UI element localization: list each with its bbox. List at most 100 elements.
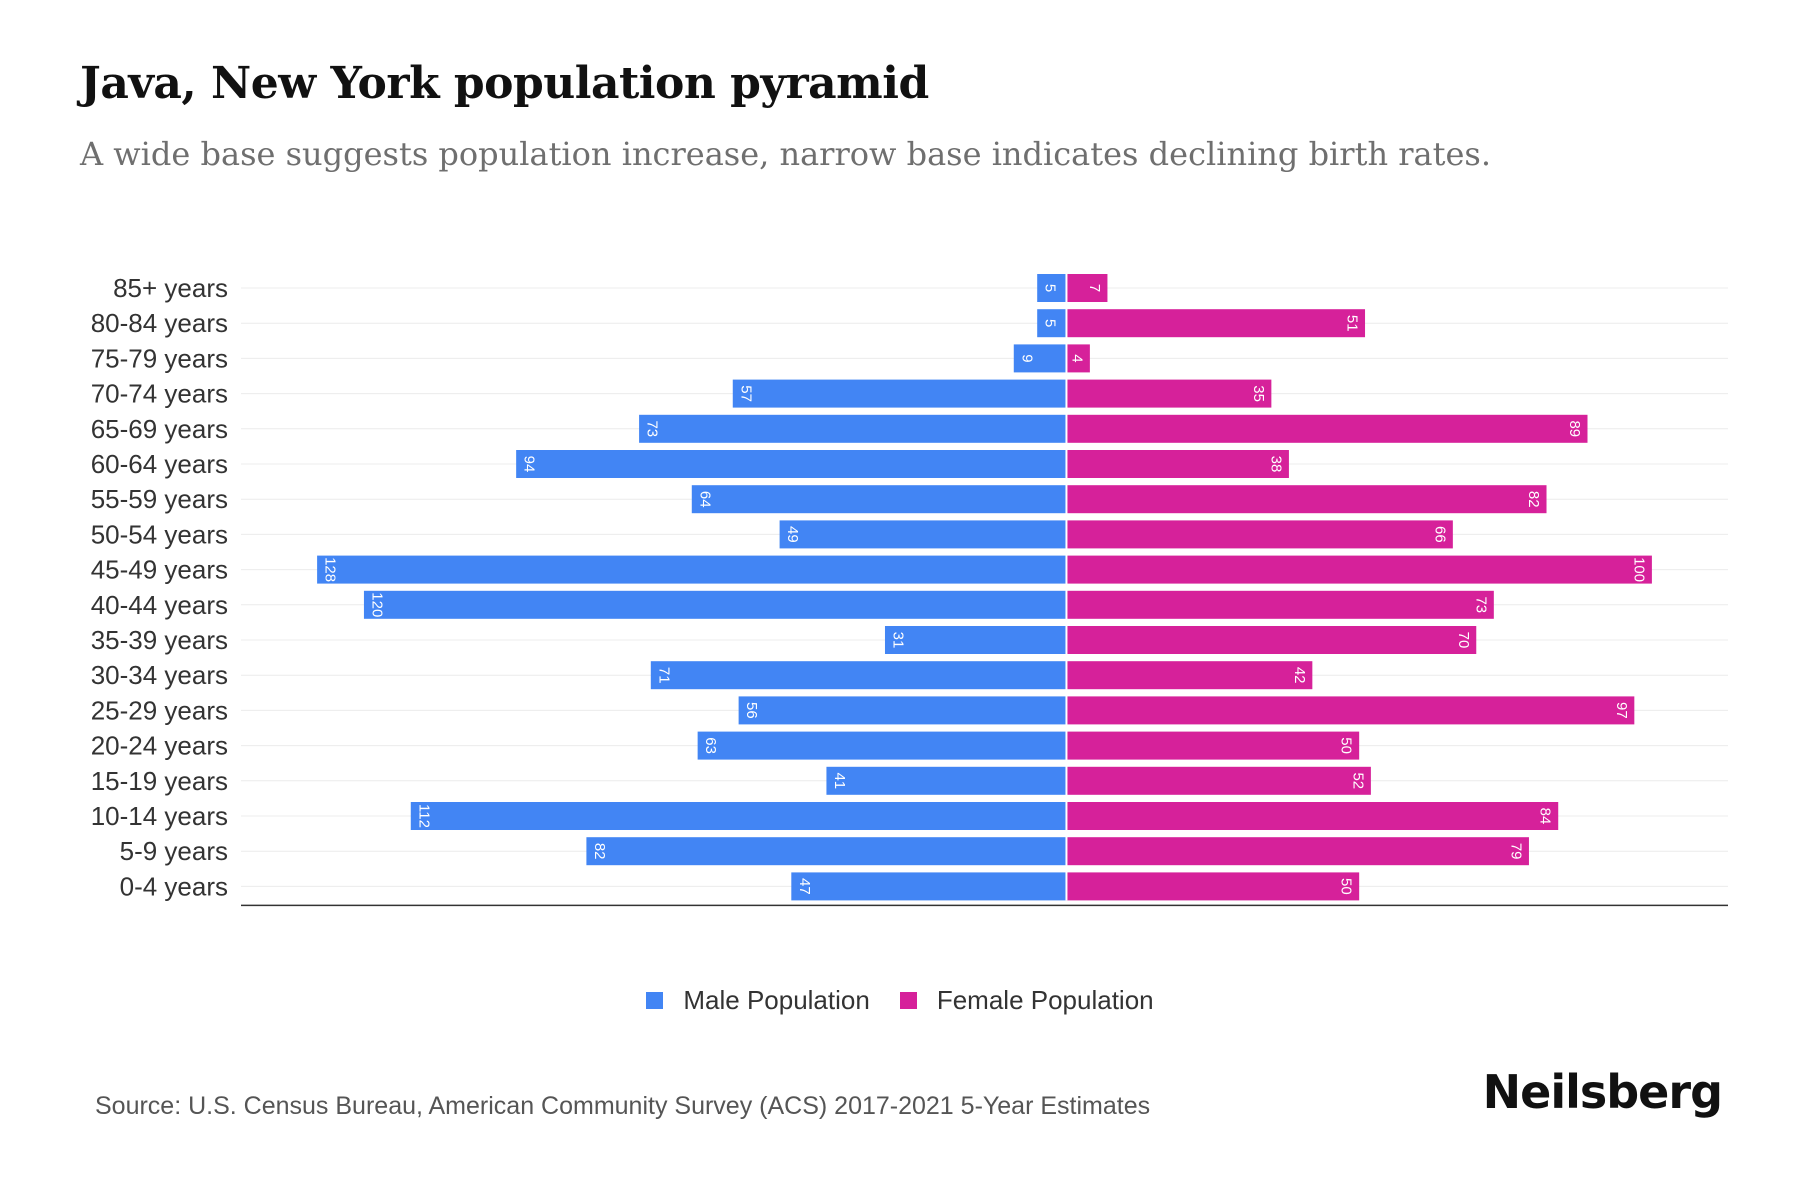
data-label-female-70-74-years: 35 [1250,385,1267,402]
data-label-male-20-24-years: 63 [702,737,719,754]
category-label-0-4-years: 0-4 years [120,871,228,901]
bar-female-30-34-years[interactable] [1066,661,1313,690]
bar-female-65-69-years[interactable] [1066,414,1588,443]
legend-swatch-female [899,992,917,1009]
category-label-65-69-years: 65-69 years [91,414,228,444]
bar-female-15-19-years[interactable] [1066,766,1371,795]
bar-female-50-54-years[interactable] [1066,520,1453,549]
data-label-male-60-64-years: 94 [521,456,538,473]
bar-female-45-49-years[interactable] [1066,555,1652,584]
data-label-female-80-84-years: 51 [1344,315,1361,332]
data-label-female-65-69-years: 89 [1566,420,1583,437]
grid-lines [241,287,1728,887]
bar-male-60-64-years[interactable] [516,450,1067,478]
bar-male-75-79-years[interactable] [1013,344,1067,373]
source-note: Source: U.S. Census Bureau, American Com… [95,1092,1151,1120]
bar-male-5-9-years[interactable] [586,837,1067,866]
data-label-female-35-39-years: 70 [1455,632,1472,649]
data-label-male-45-49-years: 128 [322,557,339,582]
bar-male-30-34-years[interactable] [650,661,1067,690]
category-label-15-19-years: 15-19 years [91,766,228,796]
legend-item-female[interactable]: Female Population [899,985,1154,1016]
data-label-female-5-9-years: 79 [1507,843,1524,860]
bar-male-40-44-years[interactable] [363,590,1067,619]
bar-female-85plus-years[interactable] [1066,274,1108,302]
data-label-male-35-39-years: 31 [889,632,906,649]
bar-male-25-29-years[interactable] [738,696,1067,725]
bar-female-75-79-years[interactable] [1066,344,1090,373]
data-label-male-75-79-years: 9 [1018,354,1035,362]
data-label-male-15-19-years: 41 [831,772,848,789]
bar-female-80-84-years[interactable] [1066,309,1366,338]
data-label-female-60-64-years: 38 [1267,456,1284,473]
bar-male-70-74-years[interactable] [732,379,1067,408]
category-label-5-9-years: 5-9 years [120,836,228,866]
data-label-male-25-29-years: 56 [743,702,760,719]
data-label-female-45-49-years: 100 [1630,557,1647,582]
bar-female-70-74-years[interactable] [1066,379,1272,408]
bar-male-55-59-years[interactable] [691,485,1067,514]
bar-male-20-24-years[interactable] [697,731,1067,760]
bar-male-65-69-years[interactable] [639,414,1067,443]
bar-female-60-64-years[interactable] [1066,450,1289,478]
data-label-female-85plus-years: 7 [1086,284,1103,292]
bar-female-25-29-years[interactable] [1066,696,1635,725]
category-label-60-64-years: 60-64 years [91,449,228,479]
legend-label-female: Female Population [936,985,1154,1015]
bar-female-55-59-years[interactable] [1066,485,1547,514]
category-axis-labels: 85+ years 80-84 years 75-79 years 70-74 yea… [91,273,228,901]
bar-female-5-9-years[interactable] [1066,837,1529,866]
data-label-female-10-14-years: 84 [1537,808,1554,825]
bar-female-0-4-years[interactable] [1066,872,1360,901]
data-label-male-55-59-years: 64 [696,491,713,508]
data-label-male-70-74-years: 57 [737,385,754,402]
legend-item-male[interactable]: Male Population [646,985,870,1016]
data-label-female-50-54-years: 66 [1431,526,1448,543]
data-label-male-40-44-years: 120 [368,592,385,617]
data-label-male-5-9-years: 82 [591,843,608,860]
category-label-85plus-years: 85+ years [113,273,228,303]
bar-male-10-14-years[interactable] [410,802,1067,830]
bar-female-40-44-years[interactable] [1066,590,1494,619]
data-label-female-30-34-years: 42 [1291,667,1308,684]
data-label-female-40-44-years: 73 [1472,596,1489,613]
data-label-male-50-54-years: 49 [784,526,801,543]
data-label-male-65-69-years: 73 [644,420,661,437]
data-label-male-0-4-years: 47 [796,878,813,895]
data-label-male-10-14-years: 112 [415,804,432,828]
data-label-male-80-84-years: 5 [1042,319,1059,327]
legend: Male Population Female Population [0,985,1800,1016]
category-label-20-24-years: 20-24 years [91,731,228,761]
bar-male-80-84-years[interactable] [1037,309,1067,338]
category-label-40-44-years: 40-44 years [91,590,228,620]
category-label-75-79-years: 75-79 years [91,343,228,373]
bar-male-15-19-years[interactable] [826,766,1067,795]
data-label-female-25-29-years: 97 [1613,702,1630,719]
bar-male-35-39-years[interactable] [884,626,1067,654]
bar-female-10-14-years[interactable] [1066,802,1559,830]
data-label-female-15-19-years: 52 [1349,772,1366,789]
category-label-30-34-years: 30-34 years [91,660,228,690]
bars [317,272,1652,901]
data-label-female-75-79-years: 4 [1068,354,1085,362]
data-label-male-30-34-years: 71 [655,667,672,684]
bar-male-0-4-years[interactable] [791,872,1067,901]
chart-subtitle: A wide base suggests population increase… [80,135,1491,173]
bar-male-50-54-years[interactable] [779,520,1067,549]
category-label-70-74-years: 70-74 years [91,379,228,409]
bar-male-85plus-years[interactable] [1037,274,1067,302]
data-label-female-20-24-years: 50 [1338,737,1355,754]
bar-female-20-24-years[interactable] [1066,731,1360,760]
legend-swatch-male [646,992,664,1009]
bar-female-35-39-years[interactable] [1066,626,1477,654]
data-label-male-85plus-years: 5 [1042,284,1059,292]
bar-male-45-49-years[interactable] [317,555,1067,584]
category-label-35-39-years: 35-39 years [91,625,228,655]
brand-logo: Neilsberg [1482,1065,1723,1119]
legend-label-male: Male Population [683,985,870,1015]
data-label-female-55-59-years: 82 [1525,491,1542,508]
category-label-25-29-years: 25-29 years [91,695,228,725]
category-label-80-84-years: 80-84 years [91,308,228,338]
